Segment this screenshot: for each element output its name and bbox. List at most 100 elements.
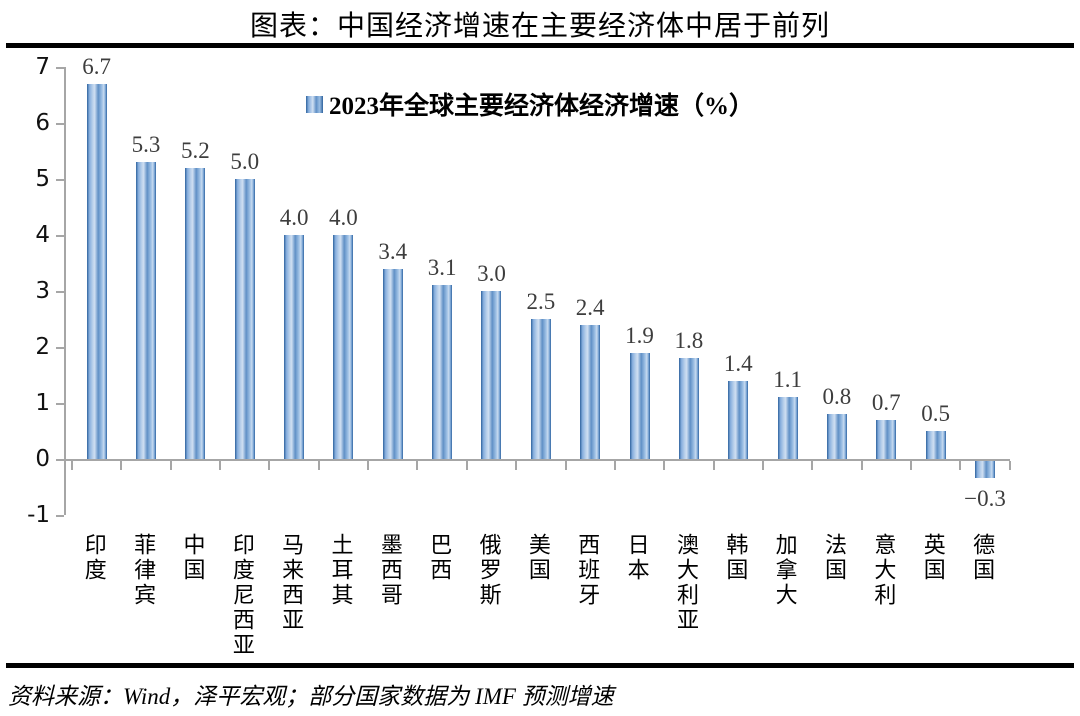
x-axis-category-label: 墨西哥 (377, 533, 403, 608)
x-axis-tick (1008, 461, 1011, 470)
bar-5 (333, 235, 354, 459)
bar-value-label: 4.0 (329, 205, 358, 230)
bar-11 (629, 352, 650, 459)
x-axis-tick (663, 461, 666, 470)
x-axis-category-label: 马来西亚 (279, 533, 305, 633)
bar-value-label: 0.8 (822, 384, 852, 410)
y-axis-tick (56, 235, 64, 237)
y-axis-tick-label: 3 (35, 278, 50, 304)
y-axis-tick (56, 67, 64, 69)
x-axis-category-label: 日本 (624, 533, 650, 583)
x-axis-tick (268, 461, 271, 470)
x-axis-category-label: 意大利 (871, 533, 897, 608)
y-axis-tick (56, 347, 64, 349)
bar-value-label: 3.4 (378, 238, 408, 264)
bar-8 (481, 291, 502, 459)
bar-value-label: 1.8 (674, 328, 704, 354)
y-axis-tick-label: 1 (35, 390, 50, 416)
y-axis-tick (56, 291, 64, 293)
y-axis-tick (56, 179, 64, 181)
bar-1 (136, 162, 157, 459)
bar-10 (580, 324, 601, 459)
bar-value-label: −0.3 (964, 485, 1006, 511)
bar-17 (925, 431, 946, 459)
x-axis-tick (416, 461, 419, 470)
bar-15 (826, 414, 847, 459)
bar-12 (678, 358, 699, 459)
y-axis-tick-label: -1 (27, 502, 50, 528)
bar-value-label: 4.0 (279, 205, 309, 230)
y-axis-tick-label: 0 (35, 446, 50, 472)
x-axis-category-label: 西班牙 (575, 533, 601, 608)
bar-value-label: 2.4 (575, 294, 605, 320)
bar-2 (185, 167, 206, 459)
x-axis-tick (564, 461, 567, 470)
x-axis-tick (367, 461, 370, 470)
x-axis-category-label: 法国 (822, 533, 848, 583)
y-axis-tick (56, 123, 64, 125)
x-axis-tick (71, 461, 73, 470)
x-axis-tick (465, 461, 468, 470)
bar-9 (530, 319, 551, 459)
x-axis-category-label: 英国 (920, 533, 946, 583)
x-axis-category-label: 巴西 (427, 533, 453, 583)
bar-value-label: 0.7 (871, 389, 901, 415)
y-axis-tick-label: 2 (35, 334, 50, 360)
x-axis-tick (909, 461, 912, 470)
x-axis-category-label: 加拿大 (772, 533, 798, 608)
y-axis-tick (56, 515, 64, 517)
x-axis-tick (860, 461, 863, 470)
y-axis-tick (56, 459, 64, 461)
x-axis-category-label: 菲律宾 (131, 533, 157, 608)
bar-value-label: 2.5 (526, 289, 556, 314)
x-axis-category-label: 澳大利亚 (673, 533, 699, 633)
x-axis-tick (169, 461, 172, 470)
x-axis-tick (219, 461, 222, 470)
bar-6 (382, 268, 403, 459)
bottom-divider (6, 663, 1074, 668)
legend-series-label: 2023年全球主要经济体经济增速（%） (329, 93, 755, 120)
bar-18 (974, 461, 995, 478)
bar-value-label: 3.1 (427, 255, 457, 281)
x-axis-category-label: 德国 (970, 533, 996, 583)
x-axis-category-label: 美国 (525, 533, 551, 583)
bar-value-label: 1.9 (625, 322, 654, 348)
x-axis-category-label: 印度尼西亚 (229, 533, 255, 658)
x-axis-category-label: 韩国 (723, 533, 749, 583)
bar-3 (234, 179, 255, 459)
x-axis-tick (712, 461, 715, 470)
source-note: 资料来源：Wind，泽平宏观；部分国家数据为 IMF 预测增速 (8, 684, 614, 709)
bar-value-label: 5.2 (181, 137, 210, 163)
bar-value-label: 1.1 (773, 367, 802, 393)
bar-value-label: 5.0 (230, 149, 260, 174)
chart-legend: 2023年全球主要经济体经济增速（%） (306, 86, 754, 122)
x-axis-category-label: 俄罗斯 (476, 533, 502, 608)
x-axis-category-label: 中国 (180, 533, 206, 583)
bar-7 (432, 285, 453, 459)
bar-value-label: 1.4 (723, 350, 753, 376)
bar-value-label: 5.3 (131, 132, 161, 158)
y-axis-tick (56, 403, 64, 405)
x-axis-tick (811, 461, 814, 470)
x-axis-category-label: 印度 (81, 533, 107, 583)
x-axis-baseline (64, 459, 1010, 461)
y-axis-tick-label: 6 (35, 110, 50, 136)
top-divider (6, 43, 1074, 48)
x-axis-tick (761, 461, 764, 470)
page-title: 图表：中国经济增速在主要经济体中居于前列 (249, 11, 830, 42)
x-axis-tick (613, 461, 616, 470)
x-axis-tick (120, 461, 123, 470)
bar-16 (876, 419, 897, 459)
x-axis-tick (317, 461, 320, 470)
y-axis-line (64, 67, 66, 515)
y-axis-tick-label: 4 (35, 222, 50, 248)
bar-4 (284, 235, 305, 459)
y-axis-tick-label: 7 (35, 54, 50, 80)
legend-series-swatch-icon (306, 95, 323, 113)
bar-0 (86, 83, 107, 459)
y-axis-tick-label: 5 (35, 166, 50, 192)
x-axis-category-label: 土耳其 (328, 533, 354, 608)
bar-value-label: 0.5 (921, 401, 950, 426)
